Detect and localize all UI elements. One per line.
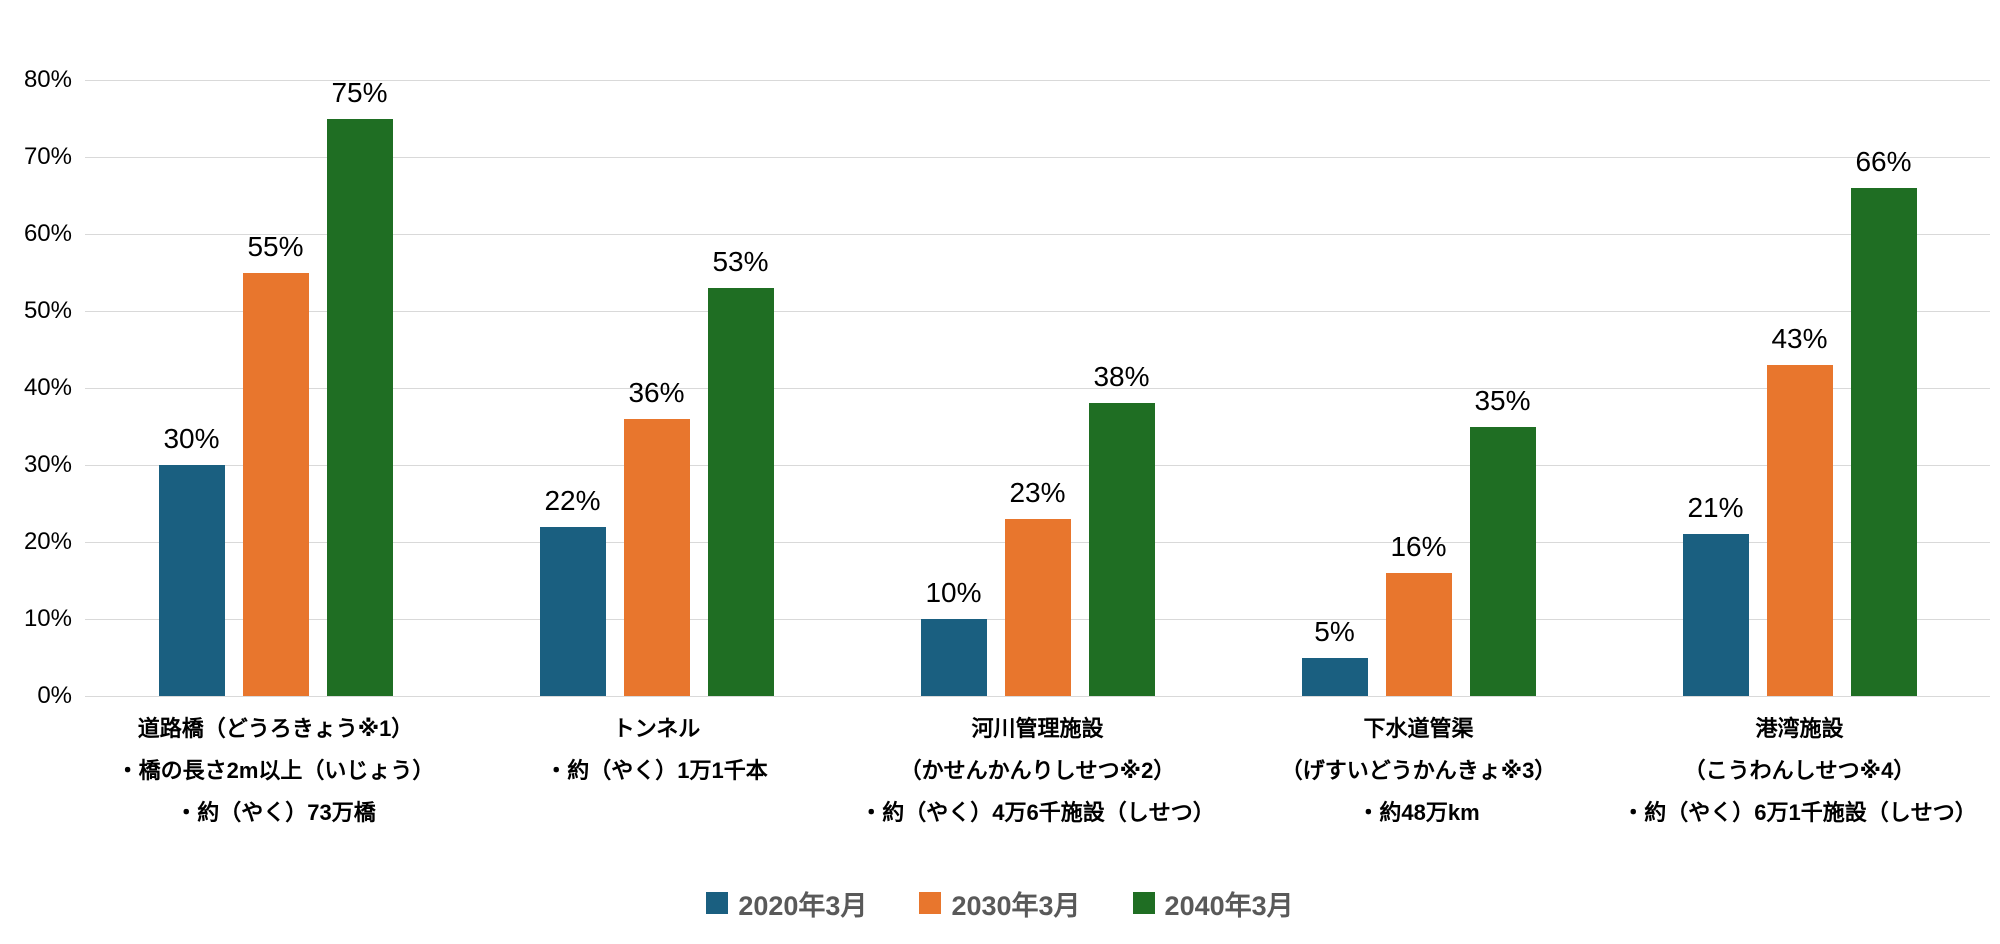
category-label-line: ・約（やく）73万橋 bbox=[175, 800, 376, 825]
bar-value-label: 36% bbox=[628, 376, 685, 408]
bar bbox=[1088, 403, 1155, 696]
bar bbox=[1469, 426, 1536, 696]
category-label-line: ・約（やく）1万1千本 bbox=[545, 758, 768, 783]
bar bbox=[707, 287, 774, 696]
grid-line bbox=[85, 157, 1990, 158]
bar bbox=[1301, 657, 1368, 696]
grid-line bbox=[85, 465, 1990, 466]
bar-value-label: 35% bbox=[1474, 384, 1531, 416]
legend-swatch-icon bbox=[919, 892, 942, 914]
legend-swatch-icon bbox=[706, 892, 729, 914]
category-label-line: 河川管理施設 bbox=[971, 716, 1104, 741]
category-label: 港湾施設 （こうわんしせつ※4） ・約（やく）6万1千施設（しせつ） bbox=[1622, 708, 1976, 834]
bar bbox=[242, 272, 309, 696]
category-label: 下水道管渠 （げすいどうかんきょ※3） ・約48万km bbox=[1281, 708, 1557, 834]
category-label: トンネル・約（やく）1万1千本 bbox=[545, 708, 767, 792]
legend: 2020年3月 2030年3月 2040年3月 bbox=[0, 880, 2000, 926]
bar bbox=[158, 465, 225, 696]
category-label-line: ・約（やく）6万1千施設（しせつ） bbox=[1622, 800, 1977, 825]
category-label-line: （げすいどうかんきょ※3） bbox=[1280, 758, 1557, 783]
bar bbox=[1766, 364, 1833, 696]
y-axis-tick-label: 20% bbox=[23, 528, 72, 555]
legend-label: 2030年3月 bbox=[951, 890, 1081, 921]
bar-value-label: 30% bbox=[163, 423, 220, 454]
grid-line bbox=[85, 80, 1990, 81]
bar-value-label: 23% bbox=[1009, 476, 1066, 508]
y-axis-tick-label: 10% bbox=[23, 605, 72, 632]
bar bbox=[623, 418, 690, 696]
legend-item: 2020年3月 bbox=[706, 884, 867, 923]
bar bbox=[1004, 518, 1071, 696]
bar-value-label: 75% bbox=[331, 76, 388, 108]
bar-value-label: 22% bbox=[544, 484, 601, 516]
legend-swatch-icon bbox=[1132, 892, 1155, 914]
category-label-line: （かせんかんりしせつ※2） bbox=[899, 758, 1176, 783]
y-axis-tick-label: 50% bbox=[23, 297, 72, 324]
y-axis-tick-label: 0% bbox=[37, 682, 72, 709]
category-label-line: 道路橋（どうろきょう※1） bbox=[137, 716, 414, 741]
y-axis-tick-label: 70% bbox=[23, 143, 72, 170]
category-label: 河川管理施設 （かせんかんりしせつ※2） ・約（やく）4万6千施設（しせつ） bbox=[860, 708, 1214, 834]
bar bbox=[1682, 534, 1749, 696]
grid-line bbox=[85, 311, 1990, 312]
bar bbox=[1385, 572, 1452, 696]
category-label-line: 下水道管渠 bbox=[1363, 716, 1474, 741]
grid-line bbox=[85, 388, 1990, 389]
category-label-line: （こうわんしせつ※4） bbox=[1683, 758, 1916, 783]
legend-item: 2040年3月 bbox=[1132, 884, 1294, 923]
bar-value-label: 16% bbox=[1390, 530, 1447, 562]
category-label: 道路橋（どうろきょう※1） ・橋の長さ2m以上（いじょう） ・約（やく）73万橋 bbox=[117, 708, 435, 834]
category-label-line: 港湾施設 bbox=[1755, 716, 1844, 741]
category-label-line: ・約（やく）4万6千施設（しせつ） bbox=[860, 800, 1215, 825]
grid-line bbox=[85, 696, 1990, 697]
y-axis-tick-label: 40% bbox=[23, 374, 72, 401]
bar-value-label: 10% bbox=[925, 577, 982, 608]
bar-value-label: 43% bbox=[1771, 322, 1828, 354]
category-label-line: ・約48万km bbox=[1357, 800, 1480, 825]
bar-value-label: 55% bbox=[247, 230, 304, 262]
legend-label: 2020年3月 bbox=[738, 890, 868, 921]
bar-value-label: 66% bbox=[1855, 145, 1912, 177]
bar bbox=[920, 619, 987, 696]
y-axis-tick-label: 60% bbox=[23, 220, 72, 247]
category-label-line: ・橋の長さ2m以上（いじょう） bbox=[116, 758, 435, 783]
legend-label: 2040年3月 bbox=[1164, 890, 1294, 921]
bar bbox=[326, 118, 393, 696]
category-label-line: トンネル bbox=[612, 716, 701, 741]
bar bbox=[539, 526, 606, 696]
y-axis-tick-label: 30% bbox=[23, 451, 72, 478]
bar-value-label: 21% bbox=[1687, 492, 1744, 524]
bar bbox=[1850, 187, 1917, 696]
bar-value-label: 53% bbox=[712, 245, 769, 277]
y-axis-tick-label: 80% bbox=[23, 66, 72, 93]
legend-item: 2030年3月 bbox=[919, 884, 1081, 923]
grid-line bbox=[85, 234, 1990, 235]
bar-value-label: 38% bbox=[1093, 361, 1150, 393]
bar-value-label: 5% bbox=[1314, 615, 1355, 647]
